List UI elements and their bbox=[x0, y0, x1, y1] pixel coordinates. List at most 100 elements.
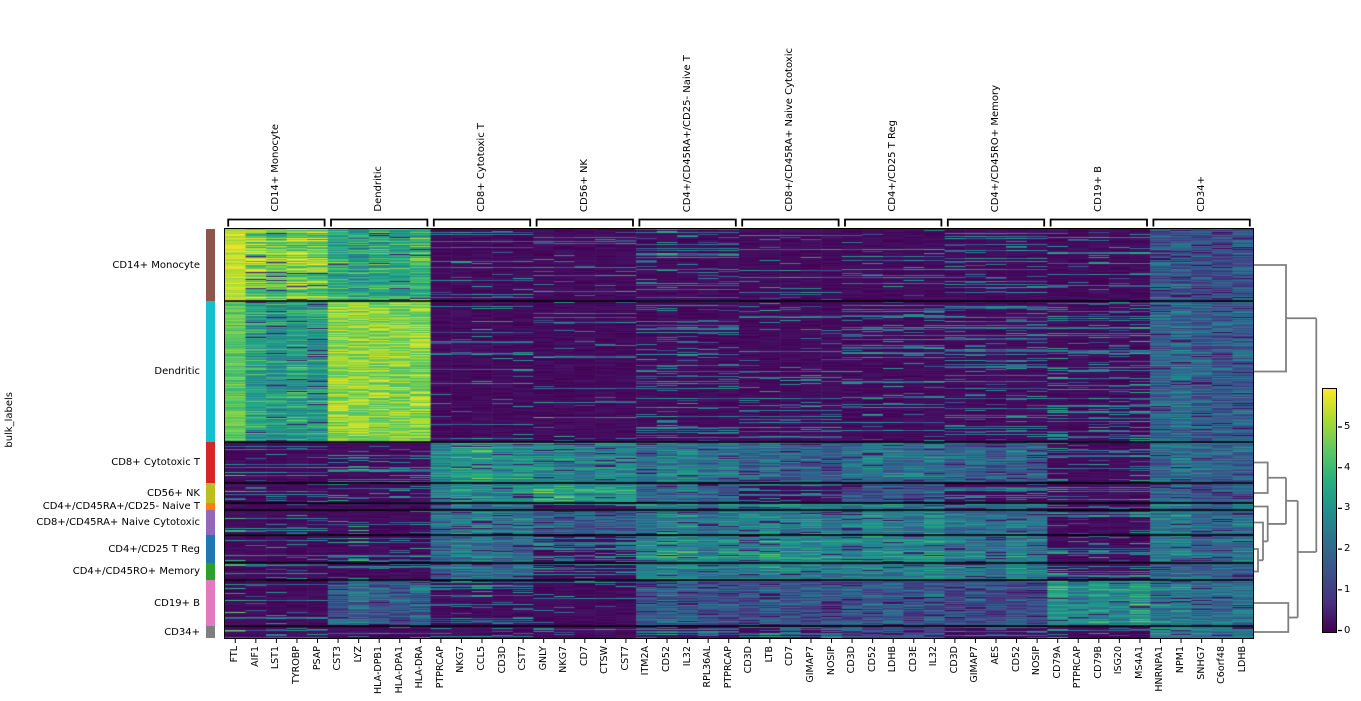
colorbar-tick-label: 4 bbox=[1344, 461, 1351, 473]
colorbar bbox=[1322, 388, 1337, 633]
gene-label: HLA-DPA1 bbox=[393, 646, 405, 694]
gene-label: CD7 bbox=[578, 646, 590, 666]
row-group-color-band bbox=[206, 229, 215, 638]
column-group-label: CD8+/CD45RA+ Naive Cytotoxic bbox=[784, 48, 796, 212]
gene-label: CST7 bbox=[619, 646, 631, 671]
row-band-3 bbox=[206, 483, 215, 503]
row-label: CD4+/CD45RO+ Memory bbox=[72, 566, 200, 577]
column-group-bracket bbox=[638, 218, 737, 227]
gene-label: NPM1 bbox=[1175, 646, 1187, 674]
row-band-4 bbox=[206, 503, 215, 510]
gene-label: HLA-DRA bbox=[414, 646, 426, 689]
gene-label: CD52 bbox=[866, 646, 878, 673]
row-band-8 bbox=[206, 580, 215, 626]
column-group-label: CD14+ Monocyte bbox=[270, 124, 282, 212]
column-group-label: CD34+ bbox=[1195, 176, 1207, 212]
column-group-label: CD4+/CD25 T Reg bbox=[887, 120, 899, 212]
row-band-5 bbox=[206, 510, 215, 535]
column-group-bracket bbox=[844, 218, 943, 227]
column-group-label: Dendritic bbox=[373, 166, 385, 212]
gene-label: LDHB bbox=[1236, 646, 1248, 673]
row-label: CD4+/CD25 T Reg bbox=[108, 543, 200, 555]
column-group-bracket bbox=[946, 218, 1046, 227]
row-label: CD56+ NK bbox=[146, 487, 200, 499]
gene-label: GNLY bbox=[537, 646, 549, 671]
gene-label: LYZ bbox=[352, 646, 364, 663]
heatmap-frame bbox=[224, 228, 1254, 639]
gene-label: NOSIP bbox=[825, 646, 837, 676]
row-dendrogram bbox=[1254, 602, 1290, 633]
gene-label: IL32 bbox=[928, 646, 940, 667]
gene-label: SNHG7 bbox=[1195, 646, 1207, 680]
column-group-bracket bbox=[1152, 218, 1251, 227]
gene-label: CD52 bbox=[661, 646, 673, 673]
heatmap-canvas bbox=[225, 229, 1253, 638]
gene-label: CD52 bbox=[1010, 646, 1022, 673]
row-dendrogram bbox=[1254, 264, 1287, 373]
colorbar-ticks bbox=[1338, 426, 1342, 632]
gene-label: AES bbox=[990, 646, 1001, 665]
column-group-label: CD4+/CD45RO+ Memory bbox=[990, 84, 1001, 212]
column-group-label: CD8+ Cytotoxic T bbox=[476, 123, 487, 212]
colorbar-tick-label: 2 bbox=[1344, 543, 1351, 555]
column-group-bracket bbox=[535, 218, 634, 227]
gene-label: C6orf48 bbox=[1216, 646, 1228, 684]
row-dendrogram bbox=[1254, 505, 1269, 542]
row-label: CD8+/CD45RA+ Naive Cytotoxic bbox=[36, 517, 200, 528]
row-label: CD19+ B bbox=[154, 597, 200, 609]
gene-label: TYROBP bbox=[290, 646, 302, 684]
gene-label: HNRNPA1 bbox=[1154, 646, 1166, 692]
column-group-label: CD4+/CD45RA+/CD25- Naive T bbox=[681, 54, 693, 212]
row-label: Dendritic bbox=[154, 366, 200, 377]
y-axis-label: bulk_labels bbox=[4, 392, 15, 448]
gene-label: CCL5 bbox=[476, 646, 487, 671]
gene-label: PTPRCAP bbox=[434, 646, 446, 689]
column-group-label: CD56+ NK bbox=[578, 158, 590, 212]
row-band-6 bbox=[206, 535, 215, 563]
gene-label: IL32 bbox=[681, 646, 693, 667]
gene-label: CST7 bbox=[517, 646, 529, 671]
gene-label: CTSW bbox=[599, 646, 611, 674]
gene-label: AIF1 bbox=[249, 646, 261, 667]
gene-label: CST3 bbox=[332, 646, 344, 671]
row-dendrogram bbox=[1254, 461, 1269, 494]
row-band-2 bbox=[206, 442, 215, 483]
column-group-label: CD19+ B bbox=[1092, 166, 1104, 212]
gene-label: MS4A1 bbox=[1133, 646, 1145, 679]
column-group-bracket bbox=[330, 218, 429, 227]
gene-label: LTB bbox=[763, 646, 775, 663]
colorbar-tick-label: 5 bbox=[1344, 421, 1351, 432]
gene-label: CD79B bbox=[1092, 646, 1104, 679]
gene-label: ITM2A bbox=[640, 646, 652, 676]
column-group-bracket bbox=[432, 218, 532, 227]
gene-label: CD3D bbox=[948, 646, 960, 674]
colorbar-tick-label: 0 bbox=[1344, 624, 1351, 636]
gene-label: CD3D bbox=[496, 646, 508, 674]
row-band-0 bbox=[206, 229, 215, 301]
row-band-7 bbox=[206, 563, 215, 580]
gene-label: HLA-DPB1 bbox=[373, 646, 385, 694]
gene-label: GIMAP7 bbox=[804, 646, 816, 683]
colorbar-tick-label: 1 bbox=[1344, 583, 1351, 595]
gene-label: CD3D bbox=[743, 646, 755, 674]
gene-label: GIMAP7 bbox=[969, 646, 981, 683]
row-band-9 bbox=[206, 626, 215, 638]
gene-label: FTL bbox=[229, 646, 241, 663]
row-band-1 bbox=[206, 301, 215, 442]
gene-label: RPL36AL bbox=[702, 646, 714, 688]
row-label: CD8+ Cytotoxic T bbox=[111, 457, 200, 468]
gene-label: CD3D bbox=[846, 646, 858, 674]
gene-label: CD3E bbox=[907, 646, 919, 672]
row-label: CD34+ bbox=[164, 626, 200, 638]
column-group-bracket bbox=[741, 218, 840, 227]
gene-label: ISG20 bbox=[1113, 646, 1125, 675]
gene-label: NKG7 bbox=[455, 646, 467, 673]
row-label: CD4+/CD45RA+/CD25- Naive T bbox=[42, 501, 200, 512]
row-dendrogram bbox=[1254, 521, 1264, 561]
gene-label: PTPRCAP bbox=[722, 646, 734, 689]
gene-label: NKG7 bbox=[558, 646, 570, 673]
gene-label: CD79A bbox=[1051, 646, 1063, 679]
gene-label: PSAP bbox=[311, 646, 323, 671]
column-group-bracket bbox=[1049, 218, 1148, 227]
